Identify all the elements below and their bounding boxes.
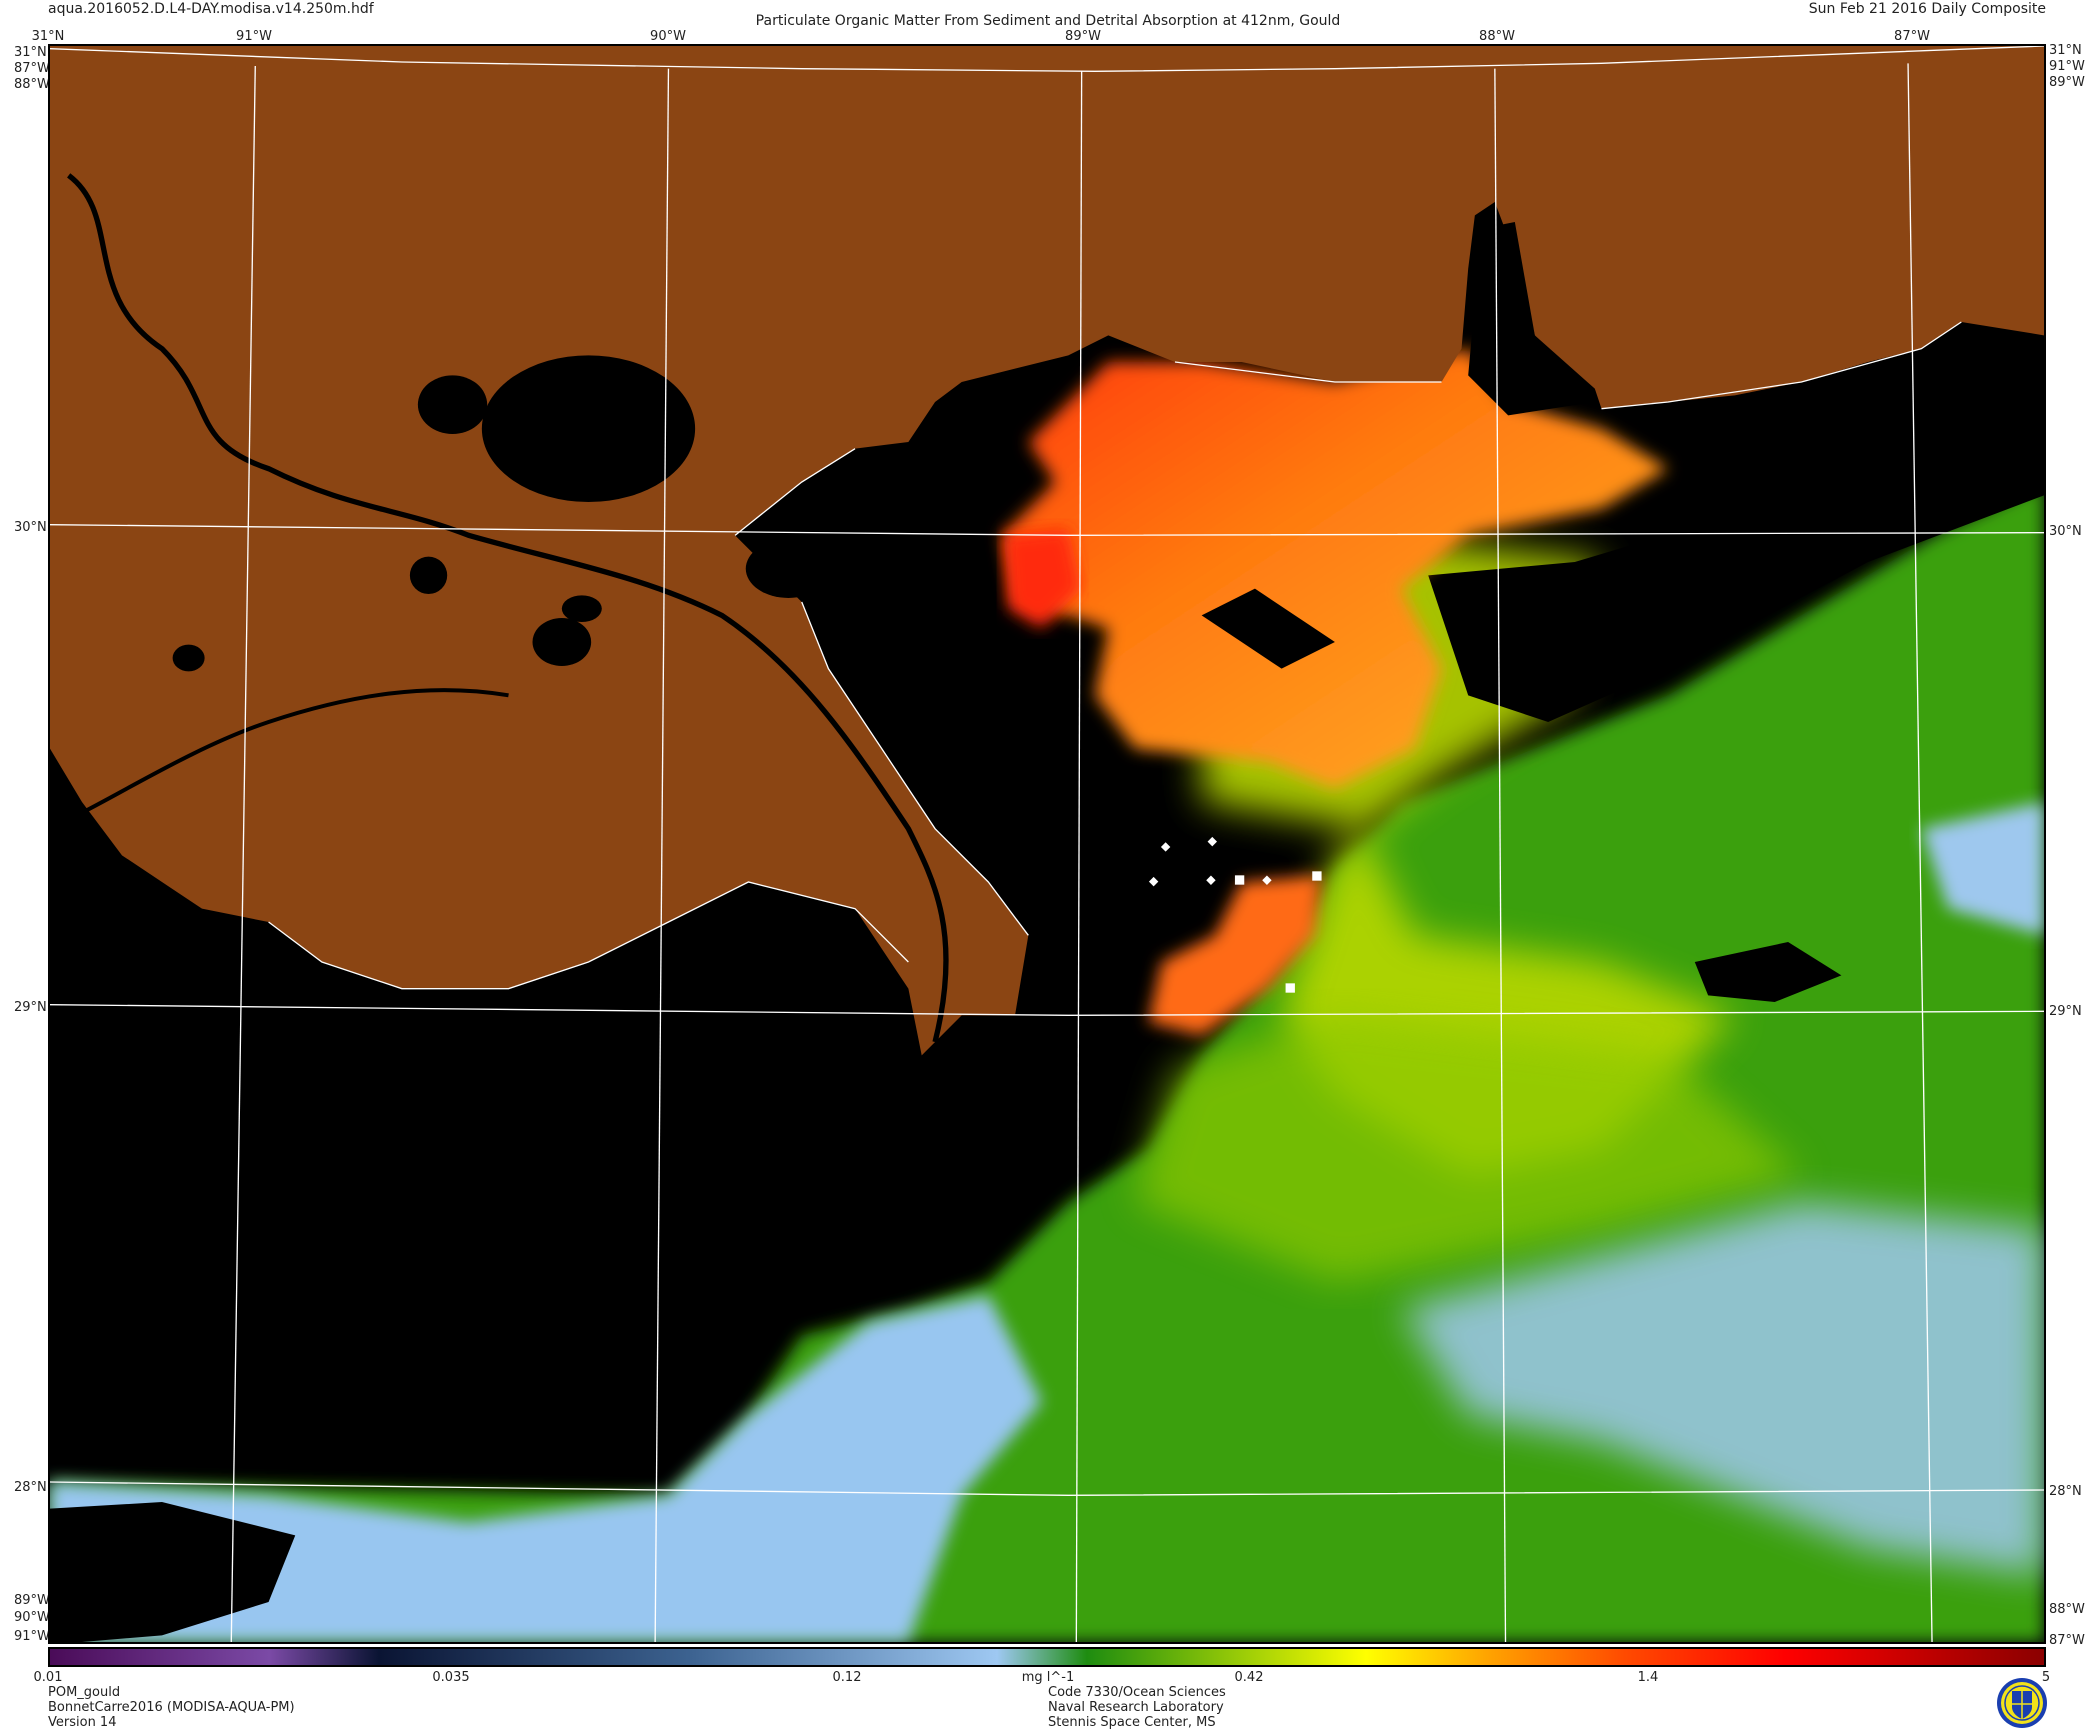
left-label: 88°W (14, 77, 50, 92)
org-line: Code 7330/Ocean Sciences (1048, 1685, 1226, 1700)
product-name: POM_gould (48, 1685, 121, 1700)
org-line: Stennis Space Center, MS (1048, 1715, 1216, 1730)
top-label: 91°W (236, 29, 272, 44)
lon-91w-line (230, 65, 256, 1643)
right-label: 29°N (2049, 1004, 2082, 1019)
left-label: 31°N (14, 45, 47, 60)
right-label: 91°W (2049, 59, 2085, 74)
lat-28n-line (49, 1481, 2045, 1497)
lake (532, 618, 592, 666)
left-label: 28°N (14, 1480, 47, 1495)
no-data-patch (1428, 455, 2044, 722)
lon-87w-line (1907, 63, 1933, 1643)
dataset-name: BonnetCarre2016 (MODISA-AQUA-PM) (48, 1700, 295, 1715)
colorbar-tick: 0.42 (1234, 1670, 1264, 1685)
lake (409, 556, 448, 594)
high-value-plume (1148, 875, 1322, 1036)
no-data-patch (1694, 942, 1842, 1002)
map-image (48, 44, 2046, 1644)
map-canvas (49, 45, 2045, 1643)
colorbar-unit: mg l^-1 (1021, 1670, 1075, 1685)
yellow-green-region (1134, 1015, 1802, 1282)
lat-31n-line (49, 45, 2045, 73)
low-value-region (1401, 1202, 2044, 1576)
left-label: 30°N (14, 520, 47, 535)
low-value-region (1921, 802, 2044, 936)
lake-pontchartrain (481, 355, 696, 502)
lat-30n-line (49, 524, 2045, 537)
no-data-patch (1201, 588, 1335, 669)
coastline (268, 321, 1962, 990)
mobile-bay (1468, 222, 1595, 416)
version-label: Version 14 (48, 1715, 117, 1730)
low-value-region (50, 1295, 1042, 1642)
colorbar-tick: 0.12 (832, 1670, 862, 1685)
left-label: 29°N (14, 1000, 47, 1015)
lon-89w-line (1075, 71, 1083, 1643)
colorbar-tick: 1.4 (1637, 1670, 1659, 1685)
right-label: 88°W (2049, 1602, 2085, 1617)
colorbar (48, 1647, 2046, 1667)
right-label: 89°W (2049, 75, 2085, 90)
lake (172, 644, 205, 672)
colorbar-tick: 5 (2041, 1670, 2051, 1685)
lake (417, 375, 488, 434)
org-line: Naval Research Laboratory (1048, 1700, 1224, 1715)
lake (561, 595, 602, 622)
no-data-patch (50, 1502, 296, 1642)
top-label: 90°W (650, 29, 686, 44)
graticule (49, 45, 2045, 1643)
right-label: 30°N (2049, 524, 2082, 539)
left-label: 90°W (14, 1610, 50, 1625)
colorbar-tick: 0.035 (432, 1670, 470, 1685)
left-label: 89°W (14, 1593, 50, 1608)
right-label: 28°N (2049, 1484, 2082, 1499)
right-label: 87°W (2049, 1633, 2085, 1648)
lake (745, 539, 832, 598)
nrl-seal-logo (1997, 1678, 2047, 1728)
date-label: Sun Feb 21 2016 Daily Composite (1808, 1, 2046, 17)
lat-29n-line (49, 1004, 2045, 1017)
river (49, 688, 509, 831)
lon-90w-line (654, 68, 670, 1643)
right-label: 31°N (2049, 43, 2082, 58)
land (50, 46, 2044, 1056)
lon-88w-line (1494, 68, 1507, 1643)
colorbar-tick: 0.01 (33, 1670, 63, 1685)
map-title: Particulate Organic Matter From Sediment… (755, 13, 1341, 29)
top-label: 31°N (31, 29, 65, 44)
top-label: 87°W (1894, 29, 1930, 44)
top-label: 88°W (1479, 29, 1515, 44)
left-label: 91°W (14, 1629, 50, 1644)
filename: aqua.2016052.D.L4-DAY.modisa.v14.250m.hd… (48, 1, 374, 17)
mississippi-river (67, 173, 949, 1043)
top-label: 89°W (1065, 29, 1101, 44)
high-value-plume (1001, 348, 1669, 789)
high-value-plume (1004, 528, 1082, 629)
left-label: 87°W (14, 61, 50, 76)
